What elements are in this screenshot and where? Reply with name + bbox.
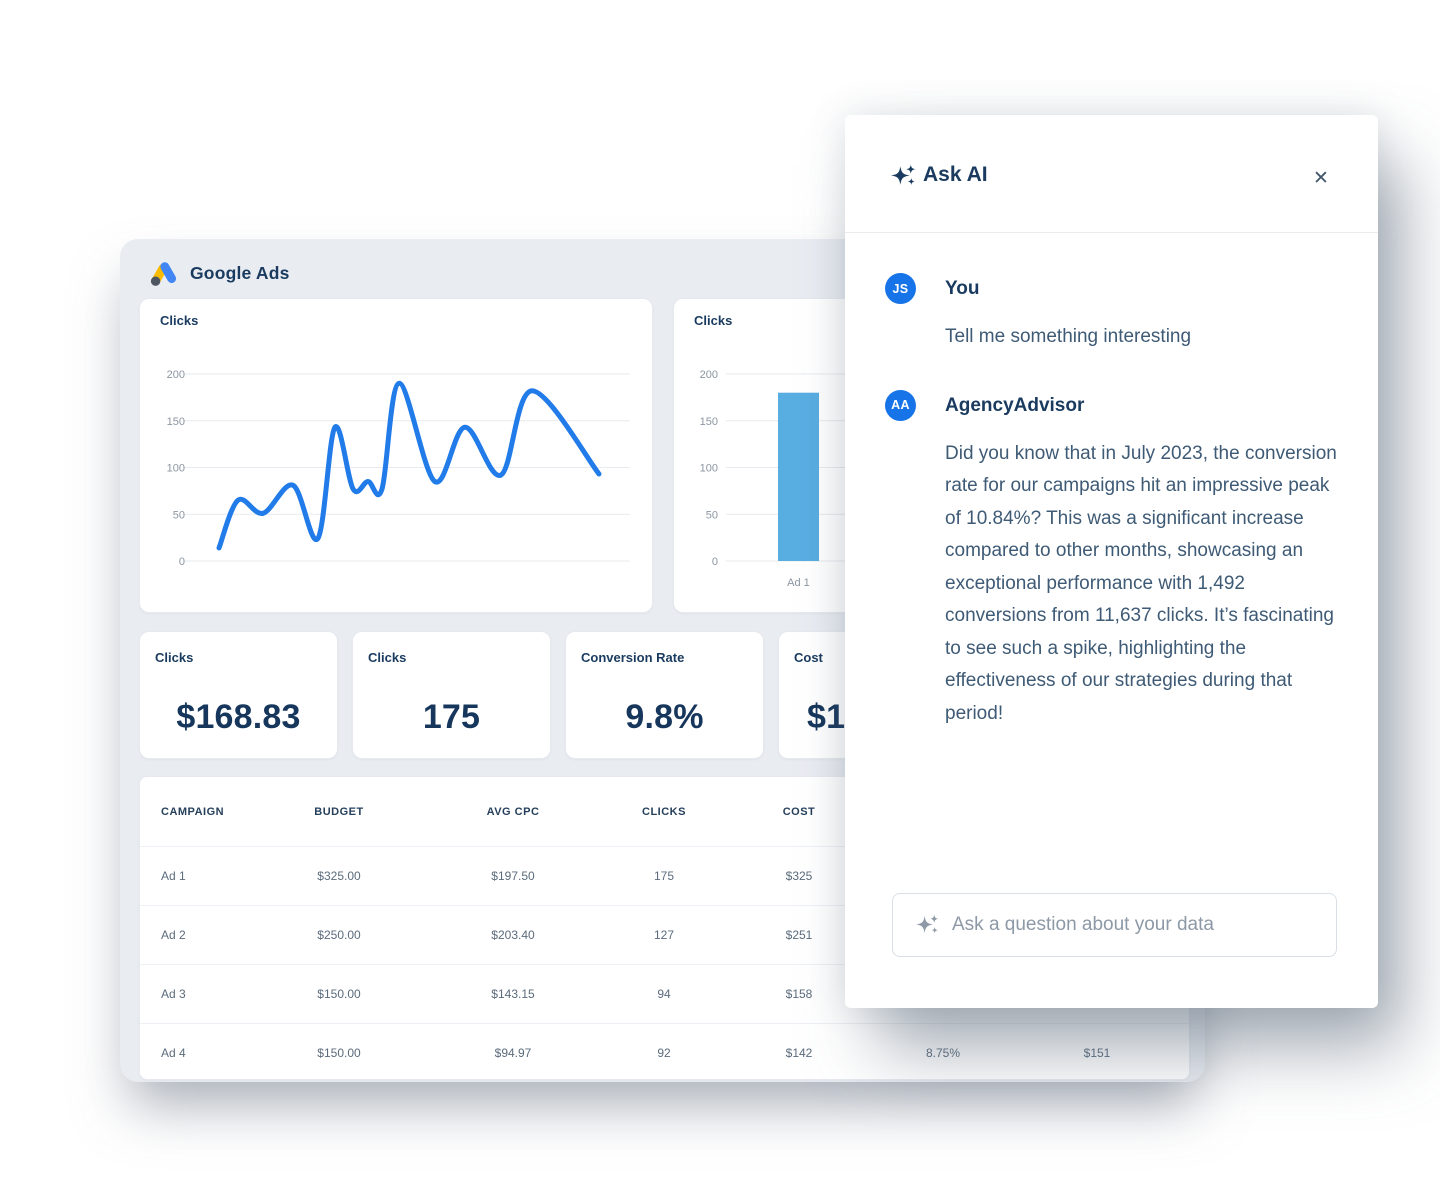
clicks-line-chart: 0 50 100 150 200 (167, 369, 630, 568)
message-author: AgencyAdvisor (945, 394, 1085, 416)
message-author: You (945, 278, 980, 299)
bar-chart-title: Clicks (694, 313, 733, 328)
ask-ai-header: Ask AI ✕ (845, 115, 1378, 233)
svg-text:50: 50 (706, 509, 718, 521)
table-cell: $142 (785, 1046, 813, 1060)
table-cell: $197.50 (491, 869, 535, 883)
ask-question-input-wrap (892, 893, 1337, 957)
stat-label: Cost (794, 650, 823, 665)
svg-text:Ad 1: Ad 1 (787, 577, 810, 589)
avatar: JS (885, 273, 916, 304)
stat-label: Conversion Rate (581, 650, 685, 665)
stat-value: 175 (422, 698, 481, 736)
table-cell: $325 (785, 869, 813, 883)
ask-ai-panel: Ask AI ✕ JS You Tell me something interest… (845, 115, 1378, 1008)
svg-text:100: 100 (700, 463, 718, 475)
table-cell: Ad 3 (161, 987, 186, 1001)
chat-message: AA AgencyAdvisor Did you know that in July… (885, 389, 1338, 731)
table-cell: Ad 1 (161, 869, 186, 883)
stat-card-clicks: Clicks 175 (352, 631, 551, 759)
chat-message: JS You Tell me something interesting (885, 273, 1338, 354)
table-cell: $150.00 (317, 987, 361, 1001)
table-row: Ad 3 $150.00 $143.15 94 $158 (140, 964, 1189, 1023)
message-text: Did you know that in July 2023, the conv… (945, 442, 1337, 724)
table-cell: $250.00 (317, 928, 361, 942)
table-cell: $251 (785, 928, 813, 942)
message-text: Tell me something interesting (945, 326, 1192, 347)
google-ads-logo-icon (150, 261, 177, 286)
column-header: CAMPAIGN (161, 805, 225, 818)
table-row: Ad 4 $150.00 $94.97 92 $142 8.75% $151 (140, 1023, 1189, 1079)
svg-text:0: 0 (179, 556, 185, 568)
chat-messages: JS You Tell me something interesting AA Agen… (885, 273, 1338, 766)
stat-label: Clicks (368, 650, 407, 665)
stat-value: $168.83 (176, 698, 301, 736)
column-header: CLICKS (642, 805, 686, 818)
column-header: COST (782, 805, 816, 818)
message-body: You Tell me something interesting (945, 273, 1338, 354)
avatar: AA (885, 389, 916, 421)
table-cell: 8.75% (925, 1046, 961, 1060)
ask-question-input[interactable] (892, 893, 1337, 957)
svg-text:0: 0 (712, 556, 718, 568)
svg-text:200: 200 (167, 369, 185, 381)
table-cell: 175 (653, 869, 675, 883)
table-cell: $325.00 (317, 869, 361, 883)
table-cell: 94 (657, 987, 671, 1001)
table-row: Ad 1 $325.00 $197.50 175 $325 (140, 846, 1189, 905)
table-header-row: CAMPAIGN BUDGET AVG CPC CLICKS COST (140, 777, 1189, 846)
stat-label: Clicks (155, 650, 194, 665)
page-title: Google Ads (190, 262, 290, 283)
table-cell: 127 (653, 928, 675, 942)
svg-text:150: 150 (167, 416, 185, 428)
stat-card-conversion-rate: Conversion Rate 9.8% (565, 631, 764, 759)
table-cell: $143.15 (491, 987, 535, 1001)
clicks-line-chart-card: 0 50 100 150 200 Clicks (139, 298, 653, 613)
svg-text:100: 100 (167, 463, 185, 475)
dashboard-header: Google Ads (150, 253, 290, 293)
table-cell: $94.97 (494, 1046, 532, 1060)
message-body: AgencyAdvisor Did you know that in July 2… (945, 390, 1338, 731)
table-cell: $158 (785, 987, 813, 1001)
line-chart-title: Clicks (160, 313, 199, 328)
table-cell: $150.00 (317, 1046, 361, 1060)
table-cell: $151 (1083, 1046, 1111, 1060)
sparkle-icon (891, 164, 916, 186)
ask-ai-title: Ask AI (923, 163, 988, 186)
svg-text:50: 50 (173, 509, 185, 521)
svg-text:150: 150 (700, 416, 718, 428)
table-row: Ad 2 $250.00 $203.40 127 $251 (140, 905, 1189, 964)
column-header: BUDGET (314, 805, 364, 818)
table-cell: $203.40 (491, 928, 535, 942)
table-cell: Ad 2 (161, 928, 186, 942)
stat-value: 9.8% (625, 698, 704, 736)
stat-card-clicks: Clicks $168.83 (139, 631, 338, 759)
column-header: AVG CPC (486, 805, 540, 818)
table-cell: 92 (657, 1046, 671, 1060)
table-cell: Ad 4 (161, 1046, 186, 1060)
svg-text:200: 200 (700, 369, 718, 381)
close-icon[interactable]: ✕ (1308, 165, 1334, 191)
